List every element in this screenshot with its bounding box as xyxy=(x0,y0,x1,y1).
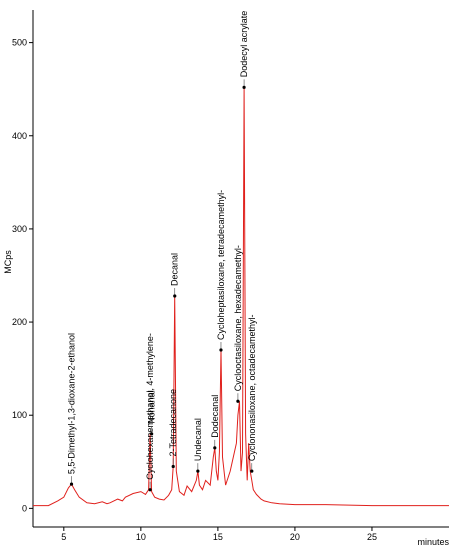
peak-apex-dot xyxy=(196,469,200,473)
peak-apex-dot xyxy=(171,464,175,469)
y-tick-label: 200 xyxy=(12,317,27,327)
y-tick-label: 300 xyxy=(12,224,27,234)
y-tick-label: 500 xyxy=(12,38,27,48)
peak-apex-dot xyxy=(173,294,177,298)
y-tick-label: 0 xyxy=(22,503,27,513)
x-tick-label: 25 xyxy=(367,532,377,542)
peak-apex-dot xyxy=(150,432,154,436)
y-tick-label: 400 xyxy=(12,131,27,141)
peak-annotations: 5,5-Dimethyl-1,3-dioxane-2-ethanol Cycloh… xyxy=(67,11,257,492)
peak-label: Decanal xyxy=(170,253,180,286)
x-axis-title: minutes xyxy=(417,537,449,547)
peak-label: Cyclooctasiloxane, hexadecamethyl- xyxy=(233,245,243,391)
peak-apex-dot xyxy=(213,446,217,450)
x-tick-label: 10 xyxy=(136,532,146,542)
y-axis-ticks: 0 100 200 300 400 500 xyxy=(12,38,33,513)
peak-apex-dot xyxy=(236,399,240,403)
peak-apex-dot xyxy=(148,488,152,492)
peak-apex-dot xyxy=(69,482,74,486)
peak-label: 5,5-Dimethyl-1,3-dioxane-2-ethanol xyxy=(67,333,77,474)
y-tick-label: 100 xyxy=(12,410,27,420)
peak-label: Undecanal xyxy=(193,418,203,461)
x-tick-label: 20 xyxy=(290,532,300,542)
x-tick-label: 15 xyxy=(213,532,223,542)
series-layer xyxy=(33,87,449,507)
peak-apex-dot xyxy=(250,469,254,473)
x-tick-label: 5 xyxy=(61,532,66,542)
y-axis-title: MCps xyxy=(3,250,13,274)
peak-label: Dodecyl acrylate xyxy=(239,11,249,78)
chromatogram-trace xyxy=(33,87,449,507)
peak-label: Cyclononasiloxane, octadecamethyl- xyxy=(247,315,257,462)
peak-apex-dot xyxy=(242,85,246,89)
peak-label: Dodecanal xyxy=(210,395,220,438)
peak-label: 2-Tetradecanone xyxy=(168,389,178,457)
peak-apex-dot xyxy=(219,348,223,352)
peak-label: Cycloheptasiloxane, tetradecamethyl- xyxy=(216,190,226,340)
peak-label: Cyclohexanemethanol, 4-methylene- xyxy=(145,333,155,480)
x-axis-ticks: 5 10 15 20 25 xyxy=(61,527,377,542)
peak-label: Nonanal xyxy=(147,390,157,424)
